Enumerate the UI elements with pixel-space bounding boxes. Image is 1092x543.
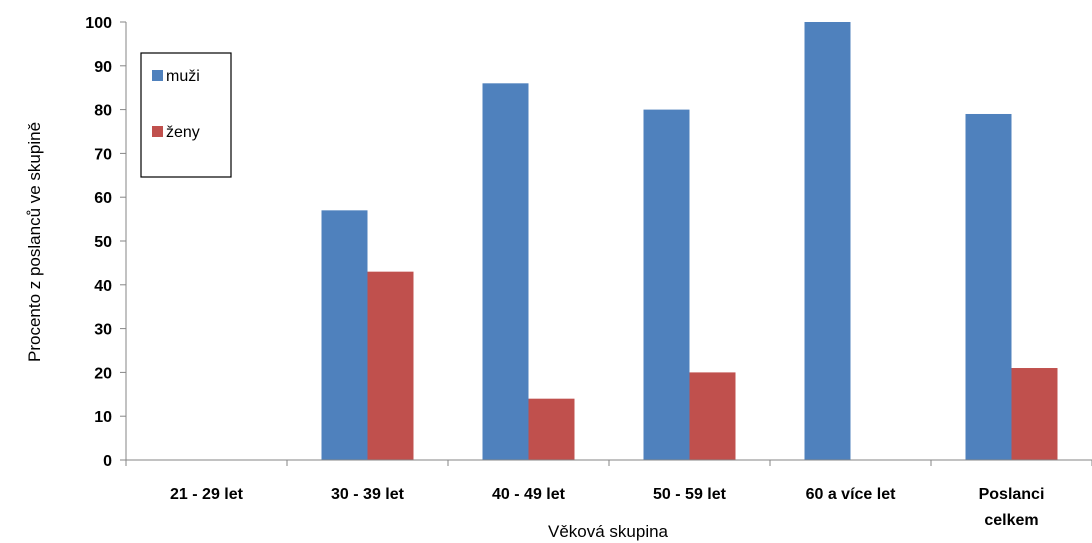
y-tick-label: 40 (94, 278, 112, 295)
y-tick-label: 0 (103, 453, 112, 470)
y-tick-label: 80 (94, 103, 112, 120)
bar-muzi (321, 210, 368, 460)
bar-zeny (367, 271, 414, 460)
legend: muži ženy (140, 52, 232, 178)
bars (125, 22, 1092, 466)
legend-swatch-muzi (152, 70, 163, 81)
x-category-label: 60 a více let (806, 486, 897, 503)
x-axis-category-labels: 21 - 29 let 30 - 39 let 40 - 49 let 50 - 59… (170, 486, 1044, 529)
x-axis-title: Věková skupina (548, 522, 669, 541)
y-tick-label: 100 (85, 15, 112, 32)
bar-zeny (1011, 368, 1058, 460)
x-category-label: 30 - 39 let (331, 486, 405, 503)
y-tick-label: 90 (94, 59, 112, 76)
legend-swatch-zeny (152, 126, 163, 137)
bar-muzi (965, 113, 1012, 460)
bar-zeny (689, 372, 736, 460)
x-category-label: Poslanci (979, 486, 1045, 503)
bar-muzi (804, 22, 851, 460)
y-tick-label: 50 (94, 234, 112, 251)
legend-label-muzi: muži (166, 68, 200, 85)
y-axis-title: Procento z poslanců ve skupině (25, 122, 44, 362)
y-tick-label: 30 (94, 322, 112, 339)
x-category-label: celkem (984, 512, 1038, 529)
bar-muzi (482, 83, 529, 460)
bar-zeny (528, 398, 575, 460)
y-tick-label: 60 (94, 190, 112, 207)
y-tick-label: 10 (94, 409, 112, 426)
y-tick-label: 70 (94, 146, 112, 163)
y-axis-ticks: 0 10 20 30 40 50 60 70 80 90 100 (85, 15, 126, 470)
x-category-label: 21 - 29 let (170, 486, 244, 503)
y-tick-label: 20 (94, 365, 112, 382)
legend-label-zeny: ženy (166, 124, 200, 141)
bar-muzi (643, 109, 690, 460)
x-category-label: 50 - 59 let (653, 486, 727, 503)
x-category-label: 40 - 49 let (492, 486, 566, 503)
